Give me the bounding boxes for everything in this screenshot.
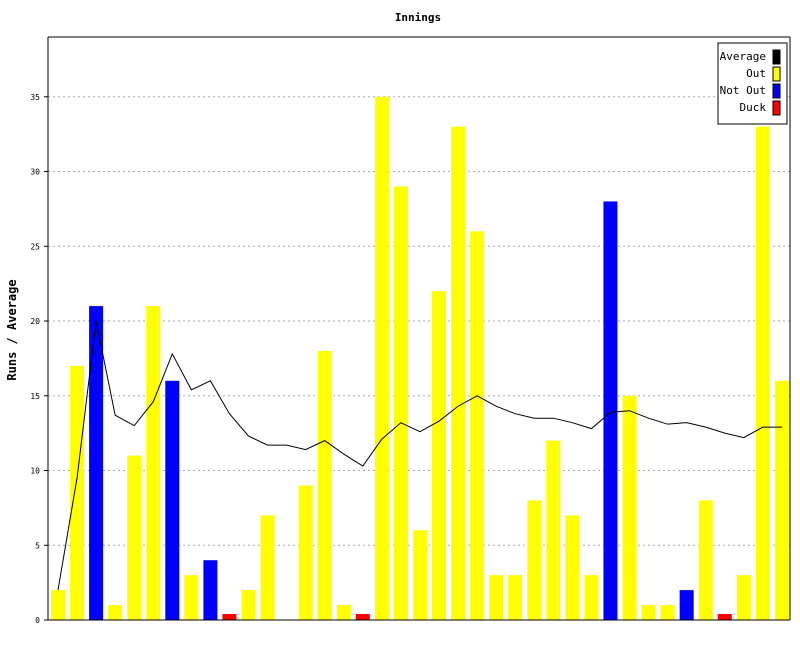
bar-out: [393, 186, 408, 620]
bar-not-out: [679, 590, 694, 620]
legend-label: Out: [746, 67, 766, 80]
bar-not-out: [203, 560, 218, 620]
y-tick-label: 0: [35, 616, 40, 625]
bar-out: [51, 590, 65, 620]
bar-out: [774, 380, 789, 620]
y-tick-label: 10: [30, 467, 40, 476]
bar-out: [508, 575, 523, 620]
bar-out: [527, 500, 542, 620]
bar-out: [70, 365, 85, 620]
bar-out: [260, 515, 275, 620]
bar-out: [546, 440, 561, 620]
bar-out: [641, 605, 656, 620]
bar-out: [127, 455, 142, 620]
bar-out: [317, 350, 332, 620]
y-tick-label: 20: [30, 317, 40, 326]
legend-label: Duck: [740, 101, 767, 114]
bar-not-out: [89, 306, 104, 620]
bar-out: [451, 126, 466, 620]
legend-swatch: [772, 100, 781, 116]
y-tick-label: 35: [30, 93, 40, 102]
bar-out: [241, 590, 256, 620]
bar-out: [584, 575, 599, 620]
axes: 0 5 10 15 20 25 30 35: [30, 36, 791, 625]
y-tick-label: 15: [30, 392, 40, 401]
y-tick-label: 25: [30, 242, 40, 251]
bar-not-out: [603, 201, 618, 620]
legend-label: Average: [720, 50, 766, 63]
bar-out: [660, 605, 675, 620]
y-tick-label: 30: [30, 168, 40, 177]
bar-out: [432, 291, 446, 620]
bars: [51, 96, 789, 621]
bar-out: [336, 605, 351, 620]
bar-out: [470, 231, 485, 621]
bar-out: [489, 575, 504, 620]
bar-out: [184, 575, 199, 620]
bar-duck: [222, 614, 237, 620]
legend-label: Not Out: [720, 84, 766, 97]
bar-out: [736, 575, 751, 620]
bar-out: [412, 530, 427, 620]
y-tick-label: 5: [35, 541, 40, 550]
bar-out: [622, 395, 637, 620]
bar-out: [755, 126, 770, 620]
bar-out: [374, 96, 389, 621]
bar-out: [146, 306, 161, 620]
average-line: [57, 320, 782, 591]
bar-duck: [355, 614, 370, 620]
y-axis-label: Runs / Average: [5, 279, 19, 380]
bar-not-out: [165, 380, 180, 620]
legend-swatch: [772, 49, 781, 65]
legend-swatch: [772, 66, 781, 82]
bar-duck: [717, 614, 732, 620]
bar-out: [298, 485, 313, 620]
bar-out: [698, 500, 713, 620]
legend-swatch: [772, 83, 781, 99]
bar-out: [108, 605, 123, 620]
average-line-group: [57, 320, 782, 591]
legend: Average Out Not Out Duck: [717, 42, 788, 125]
chart-title: Innings: [395, 11, 441, 24]
bar-out: [565, 515, 580, 620]
